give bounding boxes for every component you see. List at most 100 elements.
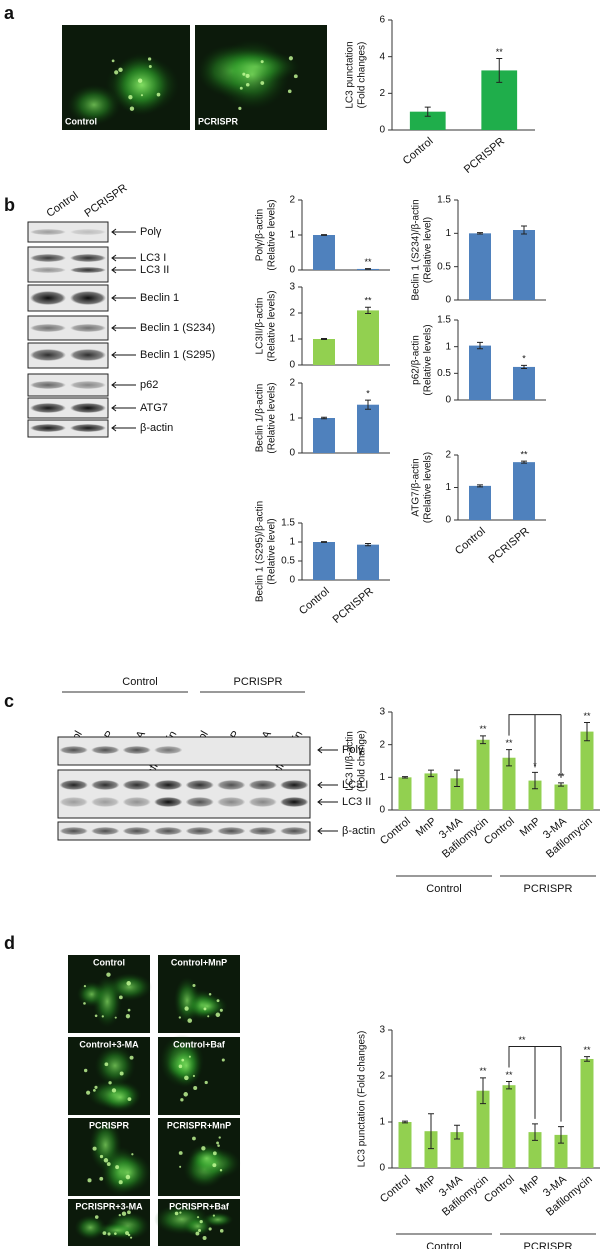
y-axis-label: (Fold changes) — [357, 42, 368, 109]
bar — [424, 1131, 438, 1168]
y-tick-label: 1.5 — [281, 518, 295, 529]
puncta — [178, 1064, 183, 1069]
puncta — [103, 1158, 109, 1163]
puncta — [288, 56, 293, 61]
puncta — [217, 1144, 220, 1147]
arrow — [111, 266, 136, 274]
blot-band — [70, 229, 106, 235]
lane-label: Control — [45, 190, 81, 220]
blot-row-label: Polγ — [140, 226, 162, 238]
blot-band — [70, 349, 106, 361]
bar — [469, 485, 491, 520]
y-tick-label: 1 — [289, 537, 295, 548]
blot-band — [217, 797, 246, 807]
x-tick-label: MnP — [414, 1173, 439, 1197]
puncta — [131, 1153, 134, 1156]
error-bar — [477, 341, 483, 350]
puncta — [180, 1098, 184, 1102]
y-tick-label: 6 — [379, 15, 385, 26]
y-axis-label: LC3 II/β-actin — [345, 731, 356, 791]
blot-row-label: LC3 I — [342, 779, 368, 791]
x-tick-label: MnP — [518, 1173, 543, 1197]
blot-band — [70, 403, 106, 413]
cell-glow — [105, 55, 180, 115]
puncta — [198, 1228, 202, 1233]
blot-row-label: Beclin 1 (S295) — [140, 349, 215, 361]
cell-glow — [104, 1152, 152, 1194]
y-tick-label: 2 — [379, 1071, 385, 1082]
bar — [469, 345, 491, 400]
bar — [357, 404, 379, 453]
y-axis-label: (Relative levels) — [267, 290, 278, 361]
arrow — [111, 351, 136, 359]
blot-band — [280, 827, 309, 835]
y-tick-label: 0 — [289, 448, 295, 459]
micrograph: PCRISPR — [195, 25, 327, 130]
group-label: PCRISPR — [524, 883, 573, 895]
y-tick-label: 0.5 — [437, 368, 451, 379]
puncta — [199, 1220, 203, 1224]
y-tick-label: 0.5 — [437, 261, 451, 272]
puncta — [179, 1211, 182, 1214]
significance-label: * — [366, 389, 370, 399]
micrograph: PCRISPR — [68, 1118, 152, 1197]
bracket-label: ** — [518, 1035, 526, 1045]
cell-glow — [186, 994, 228, 1019]
y-tick-label: 1 — [289, 230, 295, 241]
puncta — [101, 1015, 104, 1018]
error-bar — [532, 1123, 538, 1141]
micrograph: Control — [68, 955, 153, 1033]
puncta — [83, 985, 87, 988]
puncta — [114, 1232, 117, 1235]
blot-band — [70, 324, 106, 332]
y-tick-label: 3 — [379, 707, 385, 718]
arrow — [111, 404, 136, 412]
puncta — [114, 70, 119, 75]
blot-row-label: β-actin — [342, 825, 375, 837]
puncta — [221, 1058, 225, 1062]
arrow — [317, 798, 338, 806]
x-tick-label: PCRISPR — [331, 585, 376, 626]
blot-strip — [57, 821, 311, 841]
puncta — [293, 74, 298, 79]
puncta — [125, 1014, 131, 1019]
error-bar — [496, 58, 503, 83]
x-tick-label: Control — [297, 585, 332, 617]
blot-band — [70, 254, 106, 262]
bar — [398, 1122, 412, 1168]
blot-band — [280, 780, 309, 790]
cell-glow — [74, 1214, 107, 1241]
blot-row-label: ATG7 — [140, 402, 168, 414]
puncta — [94, 1085, 98, 1089]
puncta — [86, 1090, 91, 1095]
error-bar — [558, 1126, 564, 1144]
bar — [313, 542, 335, 580]
micrograph-label: PCRISPR+MnP — [167, 1120, 231, 1130]
micrograph: Control+Baf — [158, 1034, 240, 1115]
puncta — [111, 1088, 117, 1093]
x-tick-label: MnP — [414, 815, 439, 839]
error-bar — [477, 484, 483, 488]
cell-glow — [183, 1216, 213, 1237]
significance-label: ** — [520, 450, 528, 460]
blot-band — [91, 827, 120, 835]
blot-band — [59, 797, 88, 807]
blot-band — [154, 797, 183, 807]
arrow — [111, 254, 136, 262]
error-bar — [584, 721, 590, 742]
blot-band — [122, 827, 151, 835]
x-tick-label: Control — [482, 815, 517, 847]
puncta — [148, 65, 152, 68]
y-tick-label: 3 — [379, 1025, 385, 1036]
blot-band — [185, 780, 214, 790]
y-tick-label: 1 — [379, 772, 385, 783]
y-tick-label: 0 — [289, 265, 295, 276]
y-axis-label: (Relative levels) — [267, 382, 278, 453]
bar — [313, 339, 335, 365]
puncta — [239, 86, 243, 90]
blot-strip — [57, 769, 311, 819]
puncta — [192, 983, 196, 988]
error-bar — [506, 1081, 512, 1090]
panel-letter: c — [4, 691, 14, 711]
